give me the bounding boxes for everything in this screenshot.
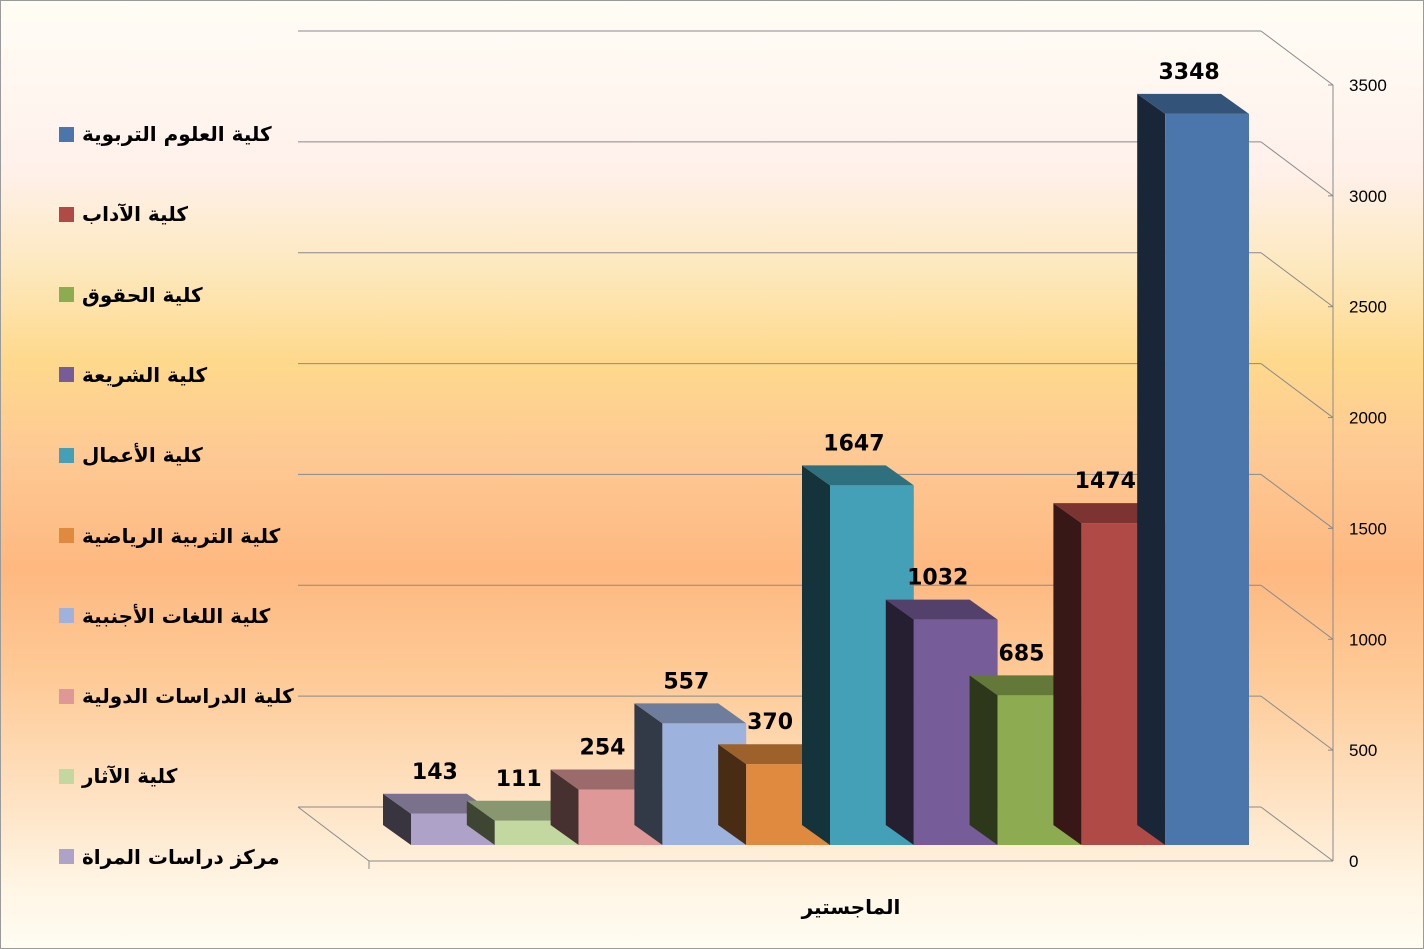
bar-top bbox=[802, 465, 914, 486]
tick-label: 1500 bbox=[1349, 519, 1387, 538]
data-label: 370 bbox=[747, 710, 793, 735]
legend-item: كلية الآثار bbox=[59, 761, 177, 791]
legend-item: مركز دراسات المراة bbox=[59, 842, 280, 872]
data-label: 3348 bbox=[1158, 60, 1219, 85]
bar-side bbox=[885, 599, 914, 845]
gridline-diagonal-2000 bbox=[1260, 363, 1334, 418]
data-label: 143 bbox=[412, 760, 458, 785]
legend-swatch bbox=[59, 849, 74, 865]
legend-swatch bbox=[59, 287, 74, 303]
bar-top bbox=[885, 599, 998, 620]
gridline-diagonal-500 bbox=[1260, 695, 1334, 751]
legend-label: كلية الأعمال bbox=[82, 443, 203, 468]
data-label: 1647 bbox=[823, 431, 884, 456]
legend-item: كلية الدراسات الدولية bbox=[59, 681, 294, 711]
bar-side bbox=[466, 800, 495, 845]
legend-label: كلية التربية الرياضية bbox=[82, 523, 281, 548]
legend-label: كلية الآداب bbox=[82, 202, 189, 227]
legend-label: كلية الدراسات الدولية bbox=[82, 684, 294, 709]
legend-item: كلية العلوم التربوية bbox=[59, 119, 272, 149]
bar-side bbox=[1137, 93, 1166, 845]
bar-side bbox=[802, 465, 830, 845]
data-label: 254 bbox=[580, 736, 626, 761]
bar-top bbox=[1137, 93, 1249, 114]
gridline-diagonal-0 bbox=[1260, 806, 1334, 862]
legend-item: كلية اللغات الأجنبية bbox=[59, 601, 270, 631]
legend-swatch bbox=[59, 688, 74, 704]
category-label: الماجستير bbox=[801, 895, 901, 919]
bars bbox=[383, 93, 1249, 845]
tick-label: 1000 bbox=[1349, 630, 1387, 649]
floor-left-edge bbox=[297, 806, 370, 862]
bar-side bbox=[634, 703, 663, 845]
legend-label: كلية العلوم التربوية bbox=[82, 122, 272, 146]
data-label: 685 bbox=[999, 641, 1045, 666]
legend-label: كلية الحقوق bbox=[82, 282, 203, 307]
data-label: 1474 bbox=[1075, 469, 1136, 494]
bar-front bbox=[1165, 113, 1249, 845]
gridline-diagonal-1500 bbox=[1260, 474, 1334, 529]
bar-side bbox=[550, 769, 579, 845]
data-label: 111 bbox=[496, 767, 542, 792]
legend-swatch bbox=[59, 528, 74, 543]
legend-swatch bbox=[59, 608, 74, 624]
gridline-diagonal-3500 bbox=[1260, 30, 1334, 86]
legend-item: كلية الحقوق bbox=[59, 280, 203, 310]
legend-item: كلية الآداب bbox=[59, 199, 188, 229]
bar-top bbox=[634, 703, 747, 724]
bar-1 bbox=[1137, 93, 1249, 845]
gridline-diagonal-2500 bbox=[1260, 252, 1334, 308]
legend-item: كلية التربية الرياضية bbox=[59, 521, 280, 551]
tick-label: 2500 bbox=[1349, 298, 1387, 317]
bar-side bbox=[969, 675, 998, 845]
data-labels: 143 111 254 557 370 1647 1032 685 1474 3348 bbox=[412, 60, 1220, 792]
legend-swatch bbox=[59, 206, 74, 222]
legend-label: كلية الشريعة bbox=[82, 362, 208, 387]
value-axis: 0 500 1000 1500 2000 2500 3000 3500 bbox=[1328, 76, 1387, 871]
legend-label: كلية اللغات الأجنبية bbox=[82, 603, 271, 628]
legend-swatch bbox=[59, 126, 74, 142]
data-label: 557 bbox=[663, 669, 709, 694]
tick-label: 3500 bbox=[1349, 76, 1387, 95]
tick-label: 3000 bbox=[1349, 187, 1387, 206]
legend-swatch bbox=[59, 367, 74, 383]
legend-item: كلية الأعمال bbox=[59, 440, 203, 470]
legend-label: كلية الآثار bbox=[82, 764, 178, 789]
legend: كلية العلوم التربوية كلية الآداب كلية الحق… bbox=[1, 1, 321, 901]
tick-label: 500 bbox=[1349, 741, 1377, 760]
data-label: 1032 bbox=[907, 566, 968, 591]
gridlines bbox=[297, 30, 1334, 869]
legend-label: مركز دراسات المراة bbox=[82, 844, 280, 869]
tick-label: 0 bbox=[1349, 852, 1358, 871]
gridline-diagonal-3000 bbox=[1260, 141, 1334, 197]
legend-swatch bbox=[59, 447, 74, 463]
bar-side bbox=[383, 793, 411, 845]
legend-swatch bbox=[59, 768, 74, 784]
bar-side bbox=[718, 744, 747, 845]
legend-item: كلية الشريعة bbox=[59, 360, 207, 390]
bar-side bbox=[1053, 503, 1082, 845]
tick-label: 2000 bbox=[1349, 409, 1387, 428]
gridline-diagonal-1000 bbox=[1260, 584, 1334, 640]
